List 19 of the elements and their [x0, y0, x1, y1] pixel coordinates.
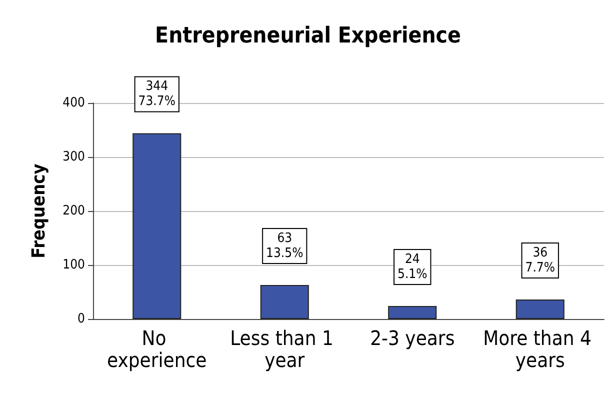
y-tick-label: 100 [62, 258, 85, 272]
bar [132, 133, 182, 319]
x-tick-label: 2-3 years [370, 326, 455, 350]
y-tick-label: 200 [62, 204, 85, 218]
x-tick-label: Less than 1 year [230, 326, 340, 372]
data-label: 36 7.7% [525, 246, 555, 276]
y-tick-label: 0 [78, 312, 85, 326]
data-label: 24 5.1% [398, 252, 428, 282]
x-tick-label: More than 4 years [483, 326, 598, 372]
y-tick-label: 400 [62, 96, 85, 110]
bar [388, 306, 437, 319]
x-tick-label: No experience [107, 326, 207, 372]
bar [260, 284, 309, 319]
data-label: 344 73.7% [138, 79, 176, 110]
data-label: 63 13.5% [266, 230, 304, 261]
y-axis-title: Frequency [28, 163, 50, 258]
bar [516, 300, 564, 319]
y-tick-label: 300 [62, 150, 85, 164]
chart-title: Entrepreneurial Experience [155, 24, 461, 48]
